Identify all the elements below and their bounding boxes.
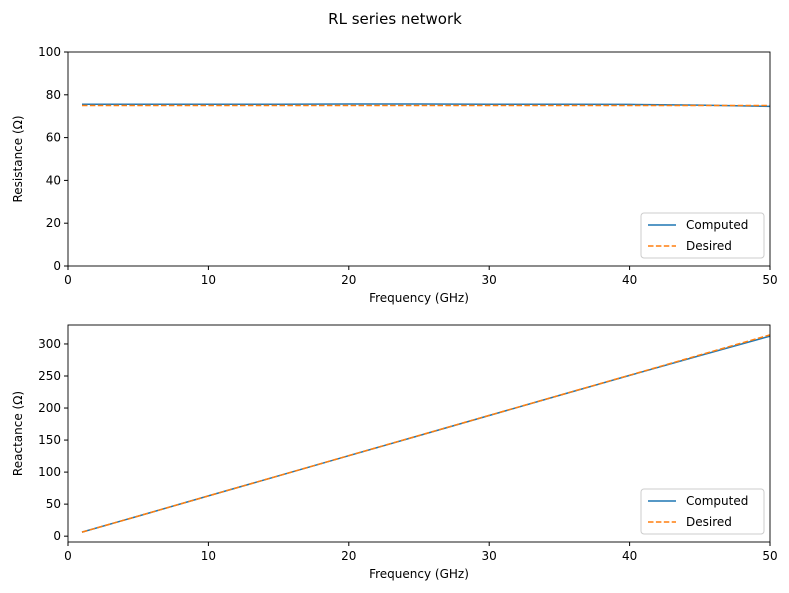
series-line-computed xyxy=(82,103,771,108)
x-axis-label: Frequency (GHz) xyxy=(369,567,469,581)
legend-label: Computed xyxy=(686,494,748,508)
y-tick-label: 60 xyxy=(46,131,61,145)
x-tick-label: 0 xyxy=(64,549,72,563)
y-tick-label: 250 xyxy=(38,369,61,383)
y-axis-label: Reactance (Ω) xyxy=(11,391,25,476)
axes-frame xyxy=(67,51,771,267)
x-tick-label: 20 xyxy=(341,549,356,563)
x-tick-label: 20 xyxy=(341,273,356,287)
x-tick-label: 10 xyxy=(201,273,216,287)
y-tick-label: 80 xyxy=(46,88,61,102)
figure-title: RL series network xyxy=(328,10,462,28)
y-tick-label: 20 xyxy=(46,216,61,230)
y-axis-label: Resistance (Ω) xyxy=(11,115,25,202)
y-tick-label: 150 xyxy=(38,433,61,447)
y-tick-label: 40 xyxy=(46,173,61,187)
y-tick-label: 50 xyxy=(46,497,61,511)
legend-label: Desired xyxy=(686,515,732,529)
y-tick-label: 300 xyxy=(38,337,61,351)
y-tick-label: 0 xyxy=(53,259,61,273)
x-tick-label: 10 xyxy=(201,549,216,563)
x-tick-label: 40 xyxy=(622,549,637,563)
x-tick-label: 30 xyxy=(482,549,497,563)
legend-label: Desired xyxy=(686,239,732,253)
x-tick-label: 0 xyxy=(64,273,72,287)
axes-frame xyxy=(67,324,771,543)
y-tick-label: 0 xyxy=(53,529,61,543)
x-tick-label: 50 xyxy=(762,273,777,287)
y-tick-label: 100 xyxy=(38,465,61,479)
y-tick-label: 100 xyxy=(38,45,61,59)
x-axis-label: Frequency (GHz) xyxy=(369,291,469,305)
series-line-desired xyxy=(81,334,771,533)
y-tick-label: 200 xyxy=(38,401,61,415)
x-tick-label: 30 xyxy=(482,273,497,287)
x-tick-label: 40 xyxy=(622,273,637,287)
legend-label: Computed xyxy=(686,218,748,232)
x-tick-label: 50 xyxy=(762,549,777,563)
